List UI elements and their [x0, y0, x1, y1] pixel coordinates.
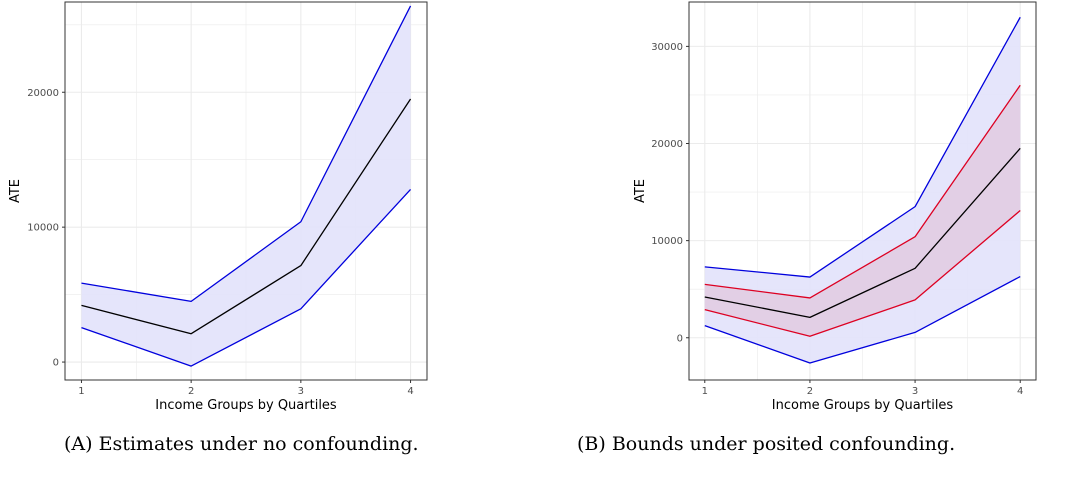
y-axis-title: ATE — [8, 179, 23, 203]
chart-b: 0 10000 20000 30000 1 2 3 4 Income Groups by Qua… — [633, 1, 1037, 413]
plot-frame — [64, 1, 428, 381]
y-tick-label: 10000 — [27, 223, 59, 234]
x-tick-label: 4 — [1017, 386, 1023, 397]
x-tick-label: 4 — [407, 386, 413, 397]
panel-a: 0 10000 20000 1 2 3 4 Income Groups by Quartile… — [8, 1, 428, 455]
series-line-outer-lower — [704, 275, 1021, 364]
series-line-inner-upper — [704, 84, 1021, 299]
y-tick-label: 10000 — [651, 236, 683, 247]
x-tick-label: 3 — [912, 386, 918, 397]
caption-b-tag: (B) — [577, 433, 606, 455]
x-tick-label: 2 — [188, 386, 194, 397]
caption-a-text: Estimates under no confounding. — [98, 433, 419, 455]
series-line-lower — [81, 188, 412, 367]
confidence-band — [704, 85, 1021, 337]
y-axis-title: ATE — [633, 179, 648, 203]
caption-a: (A) Estimates under no confounding. — [64, 433, 419, 455]
chart-a: 0 10000 20000 1 2 3 4 Income Groups by Quartile… — [8, 1, 428, 413]
y-tick-label: 0 — [677, 333, 683, 344]
panel-b: 0 10000 20000 30000 1 2 3 4 Income Groups by Qua… — [536, 0, 1072, 478]
caption-b-text: Bounds under posited confounding. — [611, 433, 956, 455]
series-line-estimate — [704, 147, 1021, 319]
x-tick-label: 1 — [78, 386, 84, 397]
x-tick-label: 1 — [702, 386, 708, 397]
series-line-outer-upper — [704, 16, 1021, 278]
plot-frame — [688, 1, 1037, 381]
y-tick-label: 30000 — [651, 42, 683, 53]
y-tick-label: 20000 — [651, 139, 683, 150]
x-tick-label: 2 — [807, 386, 813, 397]
series-line-estimate — [81, 98, 412, 335]
y-tick-label: 20000 — [27, 88, 59, 99]
series-line-inner-lower — [704, 210, 1021, 337]
caption-b: (B) Bounds under posited confounding. — [577, 433, 955, 455]
y-tick-label: 0 — [53, 358, 59, 369]
x-axis-title: Income Groups by Quartiles — [772, 398, 954, 413]
series-line-upper — [81, 5, 412, 303]
confidence-band — [81, 5, 411, 367]
x-tick-label: 3 — [298, 386, 304, 397]
x-axis-title: Income Groups by Quartiles — [155, 398, 337, 413]
caption-a-tag: (A) — [64, 433, 93, 455]
